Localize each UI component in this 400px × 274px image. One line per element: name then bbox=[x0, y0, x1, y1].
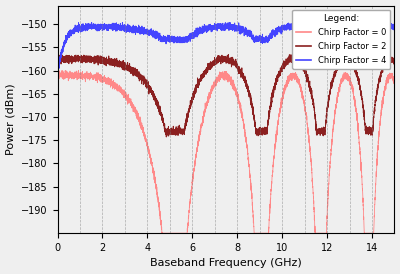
Chirp Factor = 2 bbox=[332, 74, 337, 77]
Chirp Factor = 4 bbox=[332, 27, 337, 30]
Chirp Factor = 4 bbox=[306, 29, 311, 32]
Chirp Factor = 2 bbox=[257, 129, 262, 132]
Chirp Factor = 4 bbox=[55, 73, 60, 76]
Chirp Factor = 2 bbox=[392, 59, 397, 63]
Chirp Factor = 0 bbox=[332, 115, 337, 119]
Chirp Factor = 2 bbox=[164, 135, 169, 139]
Chirp Factor = 2 bbox=[274, 77, 279, 80]
Chirp Factor = 4 bbox=[392, 24, 397, 28]
Chirp Factor = 0 bbox=[76, 69, 81, 72]
Chirp Factor = 0 bbox=[116, 87, 121, 90]
Chirp Factor = 2 bbox=[388, 52, 392, 56]
Chirp Factor = 4 bbox=[274, 27, 279, 30]
Legend: Chirp Factor = 0, Chirp Factor = 2, Chirp Factor = 4: Chirp Factor = 0, Chirp Factor = 2, Chir… bbox=[292, 10, 390, 69]
Chirp Factor = 4 bbox=[184, 35, 189, 38]
Line: Chirp Factor = 2: Chirp Factor = 2 bbox=[58, 54, 394, 137]
Chirp Factor = 0 bbox=[392, 79, 397, 82]
Chirp Factor = 0 bbox=[274, 131, 279, 134]
Chirp Factor = 2 bbox=[307, 81, 312, 84]
Line: Chirp Factor = 0: Chirp Factor = 0 bbox=[58, 70, 394, 233]
Chirp Factor = 4 bbox=[116, 27, 121, 31]
Chirp Factor = 2 bbox=[184, 121, 189, 125]
Chirp Factor = 0 bbox=[257, 232, 262, 235]
Chirp Factor = 0 bbox=[55, 71, 60, 75]
Chirp Factor = 0 bbox=[184, 232, 189, 235]
Y-axis label: Power (dBm): Power (dBm) bbox=[6, 84, 16, 155]
Chirp Factor = 0 bbox=[307, 141, 312, 145]
Chirp Factor = 4 bbox=[341, 20, 346, 24]
Chirp Factor = 0 bbox=[160, 232, 164, 235]
Chirp Factor = 2 bbox=[55, 56, 60, 59]
X-axis label: Baseband Frequency (GHz): Baseband Frequency (GHz) bbox=[150, 258, 302, 269]
Chirp Factor = 2 bbox=[116, 64, 121, 68]
Line: Chirp Factor = 4: Chirp Factor = 4 bbox=[58, 22, 394, 75]
Chirp Factor = 4 bbox=[257, 37, 262, 41]
